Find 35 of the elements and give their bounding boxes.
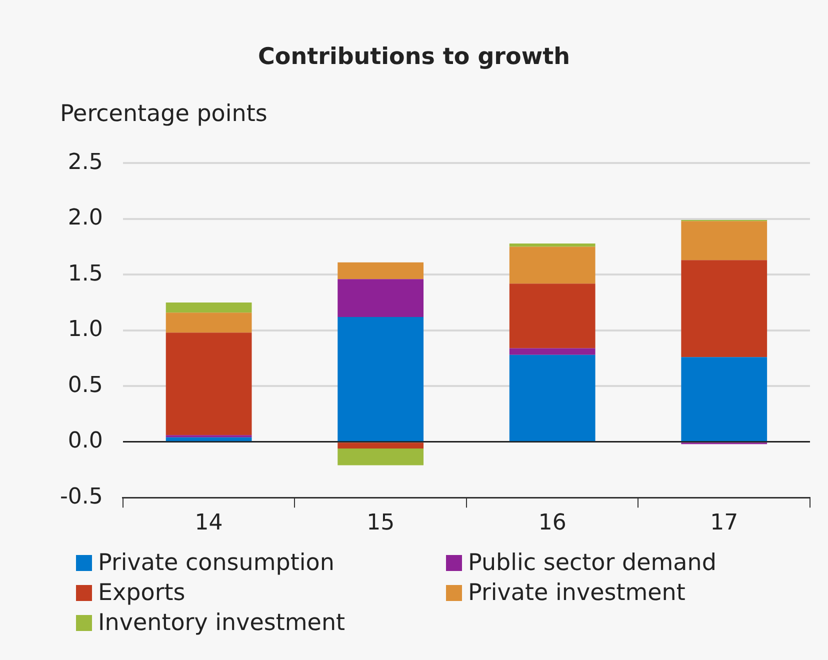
bar: [166, 332, 252, 436]
y-axis-title: Percentage points: [60, 101, 268, 127]
bar: [166, 312, 252, 333]
bar: [338, 317, 424, 442]
bar: [681, 221, 768, 260]
bar: [166, 302, 252, 313]
legend-label: Private investment: [468, 580, 686, 606]
bar: [338, 262, 424, 280]
legend-label: Public sector demand: [468, 550, 716, 576]
x-tick-label: 14: [194, 510, 223, 536]
x-tick-label: 15: [366, 510, 395, 536]
bar: [338, 279, 424, 318]
legend-label: Private consumption: [98, 550, 334, 576]
bar: [509, 246, 596, 284]
bar: [509, 243, 596, 247]
bar: [509, 354, 596, 442]
y-tick-label: 0.5: [68, 372, 103, 398]
legend-label: Inventory investment: [98, 610, 346, 636]
y-tick-label: 2.5: [68, 150, 103, 175]
y-tick-label: -0.5: [60, 484, 103, 510]
x-tick-label: 17: [710, 510, 738, 536]
bar: [166, 437, 252, 442]
legend-label: Exports: [98, 580, 186, 606]
bar: [338, 448, 424, 466]
x-tick-label: 16: [538, 510, 566, 536]
y-tick-label: 0.0: [68, 428, 103, 454]
y-tick-label: 1.0: [68, 317, 103, 342]
chart-title: Contributions to growth: [257, 44, 571, 70]
bar: [509, 284, 596, 348]
y-tick-label: 2.0: [68, 206, 103, 231]
y-tick-label: 1.5: [68, 261, 103, 286]
bar: [681, 357, 768, 442]
bar: [681, 260, 768, 358]
bar: [509, 348, 596, 355]
bar: [338, 442, 424, 449]
